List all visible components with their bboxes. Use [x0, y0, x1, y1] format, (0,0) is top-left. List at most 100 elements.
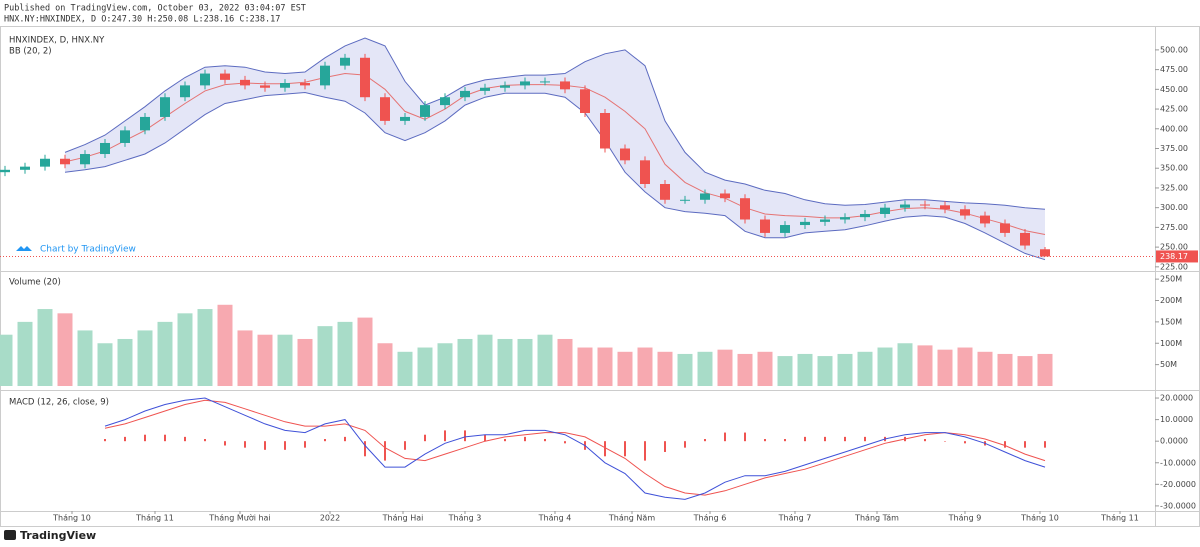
- candle-body: [1000, 223, 1010, 233]
- y-tick-label: 400.00: [1160, 124, 1188, 133]
- volume-bar: [737, 353, 753, 386]
- volume-bar: [377, 343, 393, 386]
- x-tick-label: Tháng Hai: [382, 514, 424, 523]
- volume-bar: [697, 351, 713, 386]
- y-tick-label: -30.0000: [1160, 501, 1196, 510]
- histogram-bar: [424, 434, 426, 442]
- histogram-bar: [204, 439, 206, 442]
- histogram-bar: [444, 430, 446, 442]
- volume-legend: Volume (20): [9, 278, 61, 288]
- volume-bar: [917, 345, 933, 386]
- candle-body: [980, 215, 990, 224]
- histogram-bar: [144, 434, 146, 442]
- histogram-bar: [924, 439, 926, 442]
- volume-bar: [177, 313, 193, 386]
- candle-body: [820, 219, 830, 222]
- candle-body: [120, 130, 130, 143]
- histogram-bar: [304, 441, 306, 448]
- volume-bar: [117, 338, 133, 386]
- candle-body: [1040, 249, 1050, 257]
- histogram-bar: [104, 439, 106, 442]
- volume-bar: [537, 334, 553, 386]
- volume-bar: [777, 356, 793, 386]
- histogram-bar: [344, 436, 346, 442]
- candle-body: [920, 204, 930, 206]
- y-tick-label: 500.00: [1160, 45, 1188, 54]
- y-tick-label: 150M: [1160, 317, 1182, 326]
- brand-icon: [4, 530, 16, 540]
- last-price-label: 238.17: [1160, 252, 1188, 261]
- candle-body: [840, 217, 850, 220]
- candle-body: [860, 213, 870, 218]
- candle-body: [480, 87, 490, 91]
- volume-bar: [657, 351, 673, 386]
- candle-body: [900, 204, 910, 208]
- volume-bar: [397, 351, 413, 386]
- candle-body: [700, 193, 710, 200]
- volume-bar: [957, 347, 973, 386]
- candle-body: [760, 219, 770, 233]
- volume-bar: [817, 356, 833, 386]
- y-tick-label: 275.00: [1160, 223, 1188, 232]
- volume-bar: [1017, 356, 1033, 386]
- volume-bar: [157, 321, 173, 386]
- volume-bar: [237, 330, 253, 386]
- volume-bar: [937, 349, 953, 386]
- y-tick-label: 375.00: [1160, 144, 1188, 153]
- volume-bar: [217, 304, 233, 386]
- y-tick-label: 475.00: [1160, 65, 1188, 74]
- histogram-bar: [284, 441, 286, 450]
- lower-line: [64, 91, 1046, 261]
- watermark[interactable]: Chart by TradingView: [40, 245, 136, 255]
- volume-bar: [457, 338, 473, 386]
- histogram-bar: [464, 430, 466, 442]
- volume-bar: [437, 343, 453, 386]
- volume-bar: [137, 330, 153, 386]
- histogram-bar: [604, 441, 606, 457]
- histogram-bar: [264, 441, 266, 450]
- candle-body: [540, 81, 550, 83]
- x-tick-label: Tháng Mười hai: [208, 513, 270, 523]
- candle-body: [800, 221, 810, 226]
- candle-body: [320, 65, 330, 86]
- x-tick-label: Tháng 3: [448, 514, 482, 523]
- histogram-bar: [644, 441, 646, 461]
- histogram-bar: [324, 439, 326, 442]
- histogram-bar: [384, 441, 386, 461]
- y-tick-label: 20.0000: [1160, 394, 1193, 403]
- y-tick-label: 50M: [1160, 360, 1177, 369]
- x-tick-label: 2022: [320, 514, 340, 523]
- volume-bar: [837, 353, 853, 386]
- candle-body: [60, 158, 70, 165]
- brand[interactable]: TradingView: [20, 529, 96, 542]
- volume-bar: [897, 343, 913, 386]
- histogram-bar: [404, 441, 406, 450]
- histogram-bar: [664, 441, 666, 452]
- histogram-bar: [864, 436, 866, 442]
- candle-body: [940, 205, 950, 210]
- volume-bar: [717, 349, 733, 386]
- histogram-bar: [964, 441, 966, 444]
- candle-body: [160, 97, 170, 117]
- candle-body: [240, 79, 250, 86]
- histogram-bar: [1044, 441, 1046, 448]
- volume-bar: [977, 351, 993, 386]
- histogram-bar: [484, 434, 486, 442]
- candle-body: [420, 105, 430, 117]
- macd-legend: MACD (12, 26, close, 9): [9, 398, 109, 408]
- histogram-bar: [744, 432, 746, 442]
- candle-body: [220, 73, 230, 80]
- candle-body: [80, 154, 90, 165]
- candle-body: [100, 142, 110, 155]
- histogram-bar: [224, 441, 226, 446]
- symbol-line: HNX.NY:HNXINDEX, D O:247.30 H:250.08 L:2…: [4, 15, 280, 25]
- volume-bar: [57, 313, 73, 386]
- volume-bar: [597, 347, 613, 386]
- candle-body: [620, 148, 630, 161]
- histogram-bar: [764, 439, 766, 442]
- signal-line: [104, 399, 1046, 496]
- volume-bar: [757, 351, 773, 386]
- volume-bar: [477, 334, 493, 386]
- histogram-bar: [364, 441, 366, 457]
- volume-bar: [617, 351, 633, 386]
